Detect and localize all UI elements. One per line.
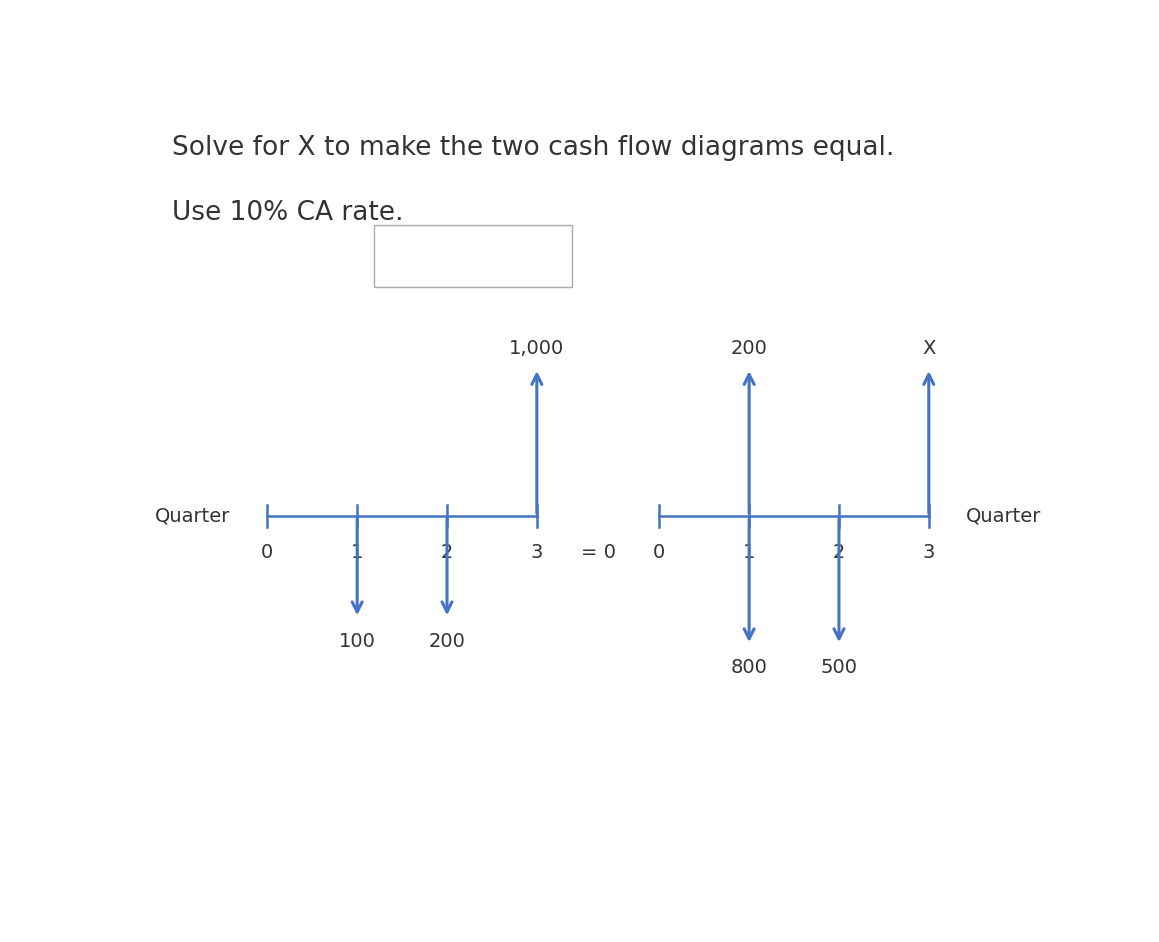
Text: 1: 1 <box>743 543 756 561</box>
Text: 0: 0 <box>261 543 274 561</box>
Text: Quarter: Quarter <box>965 507 1041 526</box>
Text: 100: 100 <box>338 631 376 651</box>
Text: = 0: = 0 <box>581 543 615 561</box>
Text: 3: 3 <box>923 543 935 561</box>
Text: 200: 200 <box>429 631 466 651</box>
Text: Use 10% CA rate.: Use 10% CA rate. <box>172 200 403 226</box>
Text: 1,000: 1,000 <box>509 338 564 358</box>
Text: 2: 2 <box>833 543 845 561</box>
Text: Solve for X to make the two cash flow diagrams equal.: Solve for X to make the two cash flow di… <box>172 135 895 161</box>
Text: 1: 1 <box>351 543 364 561</box>
Text: 200: 200 <box>730 338 767 358</box>
Text: Quarter: Quarter <box>155 507 231 526</box>
Text: 0: 0 <box>654 543 665 561</box>
Text: 500: 500 <box>821 658 858 677</box>
Text: 800: 800 <box>730 658 767 677</box>
FancyBboxPatch shape <box>374 225 571 287</box>
Text: 3: 3 <box>531 543 544 561</box>
Text: X: X <box>923 338 935 358</box>
Text: 2: 2 <box>440 543 453 561</box>
